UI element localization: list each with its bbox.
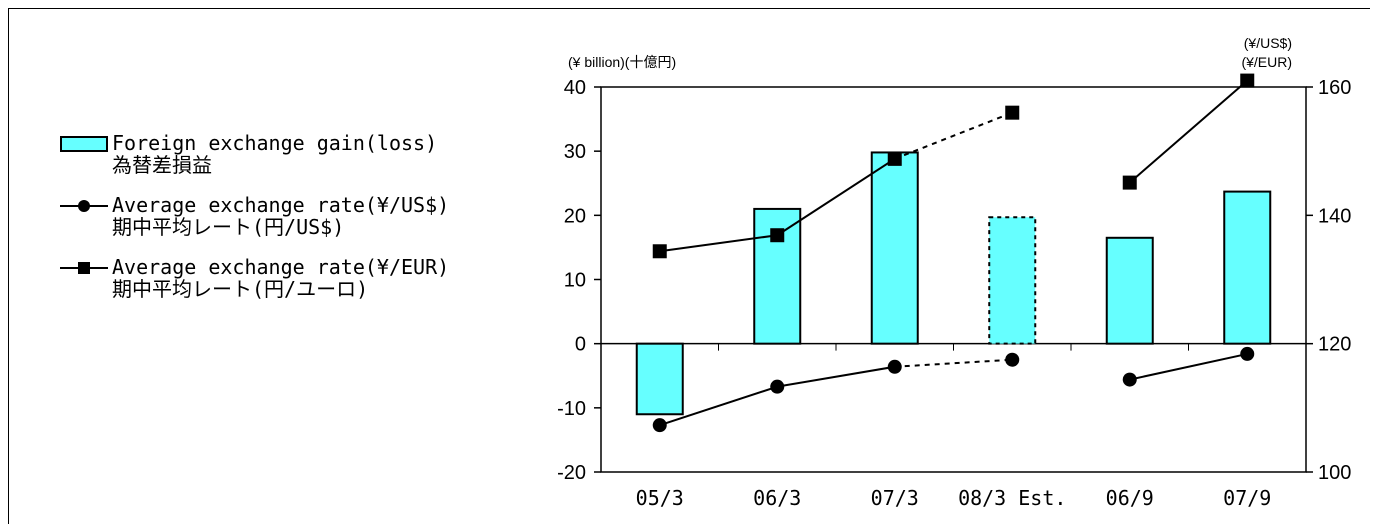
legend-marker-square-icon (60, 262, 108, 274)
right-tick-label: 100 (1318, 462, 1351, 484)
x-tick-label: 08/3 Est. (958, 486, 1066, 510)
legend-label-en: Average exchange rate(¥/EUR) (112, 255, 450, 279)
point-circle (1005, 352, 1020, 367)
legend-label-en: Average exchange rate(¥/US$) (112, 193, 450, 217)
series-line-segment (776, 158, 896, 237)
right-tick-label: 140 (1318, 205, 1351, 227)
x-tick-label: 05/3 (636, 486, 684, 510)
series-line-segment (1129, 352, 1248, 381)
bar (1223, 190, 1272, 345)
chart-frame (8, 8, 1370, 524)
left-tick-label: 0 (575, 334, 586, 356)
bar (870, 151, 919, 345)
legend-label-ja: 為替差損益 (112, 153, 212, 177)
right-axis-unit-eur: (¥/EUR) (1241, 54, 1292, 70)
series-line-dashed (894, 358, 1013, 368)
left-tick-label: -10 (557, 398, 586, 420)
point-circle (652, 418, 667, 433)
point-circle (887, 359, 902, 374)
point-square (887, 151, 902, 166)
left-axis-unit: (¥ billion)(十億円) (568, 54, 676, 70)
left-tick-label: 20 (564, 205, 586, 227)
plot-area (600, 86, 1307, 473)
series-line-dashed (894, 111, 1013, 160)
point-square (770, 228, 785, 243)
point-square (1240, 73, 1255, 88)
right-axis-unit-usd: (¥/US$) (1244, 35, 1292, 51)
legend-label-en: Foreign exchange gain(loss) (112, 131, 438, 155)
left-tick-label: 40 (564, 77, 586, 99)
point-square (1122, 175, 1137, 190)
x-tick-label: 06/9 (1106, 486, 1154, 510)
legend-label-ja: 期中平均レート(円/ユーロ) (112, 277, 369, 301)
left-tick-label: 30 (564, 141, 586, 163)
point-circle (770, 379, 785, 394)
x-tick-label: 07/3 (871, 486, 919, 510)
series-line-segment (659, 385, 778, 427)
point-square (1005, 105, 1020, 120)
series-line-segment (659, 234, 778, 253)
legend-swatch-bar (60, 136, 108, 152)
bar (988, 216, 1037, 345)
legend-marker-circle-icon (60, 200, 108, 212)
point-circle (1240, 346, 1255, 361)
x-tick-label: 07/9 (1223, 486, 1271, 510)
legend-label-ja: 期中平均レート(円/US$) (112, 215, 345, 239)
right-tick-label: 120 (1318, 334, 1351, 356)
point-square (652, 244, 667, 259)
bar (1105, 236, 1154, 345)
x-tick-label: 06/3 (753, 486, 801, 510)
left-tick-label: 10 (564, 270, 586, 292)
left-tick-label: -20 (557, 462, 586, 484)
point-circle (1122, 372, 1137, 387)
right-tick-label: 160 (1318, 77, 1351, 99)
series-line-segment (777, 365, 895, 388)
series-line-segment (1129, 79, 1248, 184)
bar (635, 342, 684, 416)
